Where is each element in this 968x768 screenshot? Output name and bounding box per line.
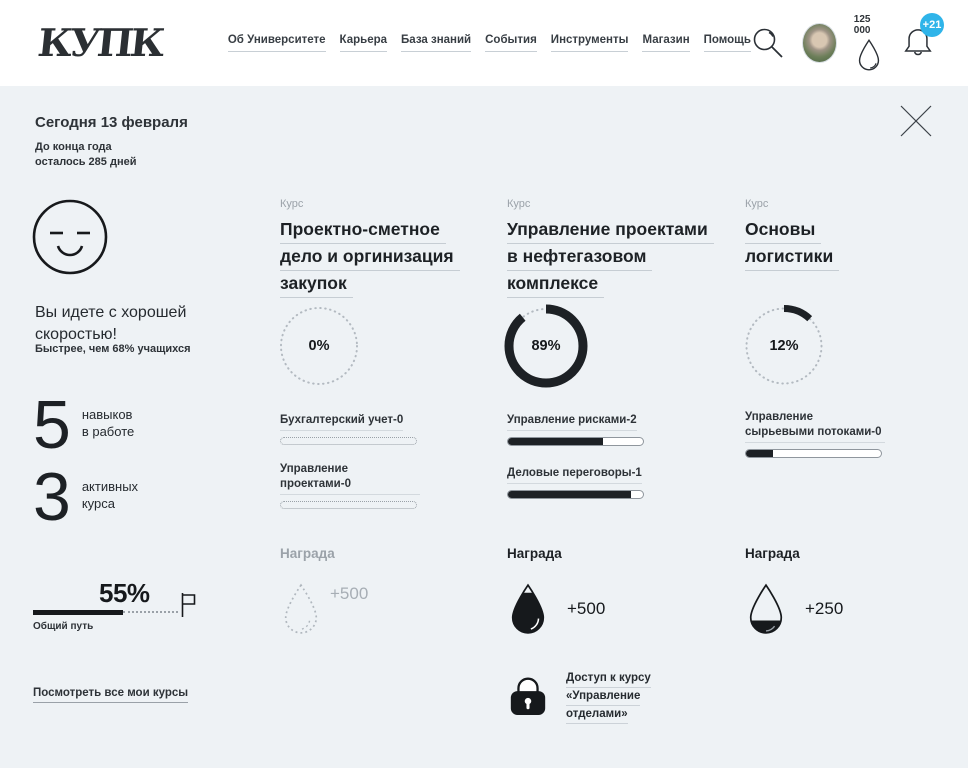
course-progress-percent: 89%	[531, 338, 561, 354]
course-skills: Управление сырьевыми потоками-0	[745, 410, 885, 475]
reward-row: +250	[745, 582, 843, 636]
user-avatar[interactable]	[801, 23, 837, 63]
skill-progress-bar	[745, 449, 882, 458]
course-title-link[interactable]: Проектно-сметное дело и оргинизация заку…	[280, 218, 460, 299]
reward-label: Награда	[280, 546, 335, 561]
view-all-courses-link[interactable]: Посмотреть все мои курсы	[33, 687, 189, 703]
overall-progress-percent: 55%	[99, 578, 150, 608]
course-skills: Бухгалтерский учет-0 Управление проектам…	[280, 410, 420, 526]
pace-comparison: Быстрее, чем 68% учащихся	[35, 343, 191, 355]
pace-message: Вы идете с хорошей скоростью!	[35, 304, 187, 343]
course-card-project-management: Курс Управление проектами в нефтегазовом…	[504, 198, 734, 768]
today-dashboard: Сегодня 13 февраля До конца года осталос…	[0, 86, 968, 768]
skills-in-progress-stat: 5 навыков в работе	[33, 387, 135, 463]
close-icon[interactable]	[898, 103, 934, 139]
reward-row: +500	[280, 582, 368, 636]
overall-progress-label: Общий путь	[33, 621, 94, 632]
logo[interactable]: КУПК	[35, 20, 165, 65]
reward-drop-icon-partial	[749, 583, 783, 634]
balance-value: 125 000	[853, 13, 871, 36]
nav-tools[interactable]: Инструменты	[550, 34, 629, 52]
bonus-course-link[interactable]: Доступ к курсу «Управление отделами»	[566, 670, 651, 724]
reward-label: Награда	[745, 546, 800, 561]
course-progress-percent: 0%	[308, 338, 330, 354]
search-icon[interactable]	[751, 26, 785, 60]
skills-count: 5	[33, 387, 71, 463]
notifications-badge: +21	[920, 13, 944, 37]
nav-about-university[interactable]: Об Университете	[227, 34, 326, 52]
reward-label: Награда	[507, 546, 562, 561]
date-title: Сегодня 13 февраля	[35, 114, 188, 131]
top-navbar: КУПК Об Университете Карьера База знаний…	[0, 0, 968, 86]
course-kind-label: Курс	[745, 198, 769, 210]
reward-points: +500	[567, 599, 606, 618]
skill-progress-bar	[280, 501, 417, 509]
course-progress-percent: 12%	[769, 338, 799, 354]
reward-drop-icon-filled	[511, 583, 545, 634]
overall-progress-bar	[33, 593, 197, 618]
course-title-link[interactable]: Основы логистики	[745, 218, 840, 272]
smiley-face-icon	[32, 199, 108, 275]
reward-points: +250	[805, 599, 844, 618]
main-nav: Об Университете Карьера База знаний Собы…	[227, 34, 751, 52]
reward-drop-icon-locked	[284, 583, 318, 634]
course-skills: Управление рисками-2 Деловые переговоры-…	[507, 410, 647, 516]
nav-help[interactable]: Помощь	[703, 34, 751, 52]
bonus-unlock-row: Доступ к курсу «Управление отделами»	[507, 670, 651, 724]
nav-events[interactable]: События	[485, 34, 537, 52]
nav-career[interactable]: Карьера	[339, 34, 388, 52]
water-drop-icon	[859, 38, 880, 70]
skill-progress-bar	[280, 437, 417, 445]
reward-row: +500	[507, 582, 605, 636]
course-title-link[interactable]: Управление проектами в нефтегазовом комп…	[507, 218, 714, 299]
course-kind-label: Курс	[507, 198, 531, 210]
skill-progress-bar	[507, 490, 644, 499]
days-left-text: До конца года осталось 285 дней	[35, 141, 137, 168]
active-courses-stat: 3 активных курса	[33, 459, 139, 535]
course-progress-ring: 12%	[742, 304, 826, 388]
courses-count: 3	[33, 459, 71, 535]
skill-progress-bar	[507, 437, 644, 446]
course-card-design-estimate: Курс Проектно-сметное дело и оргинизация…	[277, 198, 507, 768]
nav-shop[interactable]: Магазин	[642, 34, 690, 52]
course-card-logistics: Курс Основы логистики 12% Управление сыр…	[742, 198, 968, 768]
finish-flag-icon	[181, 593, 196, 617]
balance-widget[interactable]: 125 000	[854, 14, 885, 73]
course-progress-ring: 89%	[504, 304, 588, 388]
nav-knowledge-base[interactable]: База знаний	[401, 34, 472, 52]
notifications-button[interactable]: +21	[902, 13, 944, 60]
course-kind-label: Курс	[280, 198, 304, 210]
course-progress-ring: 0%	[277, 304, 361, 388]
reward-points: +500	[330, 584, 369, 603]
lock-icon	[510, 677, 546, 715]
